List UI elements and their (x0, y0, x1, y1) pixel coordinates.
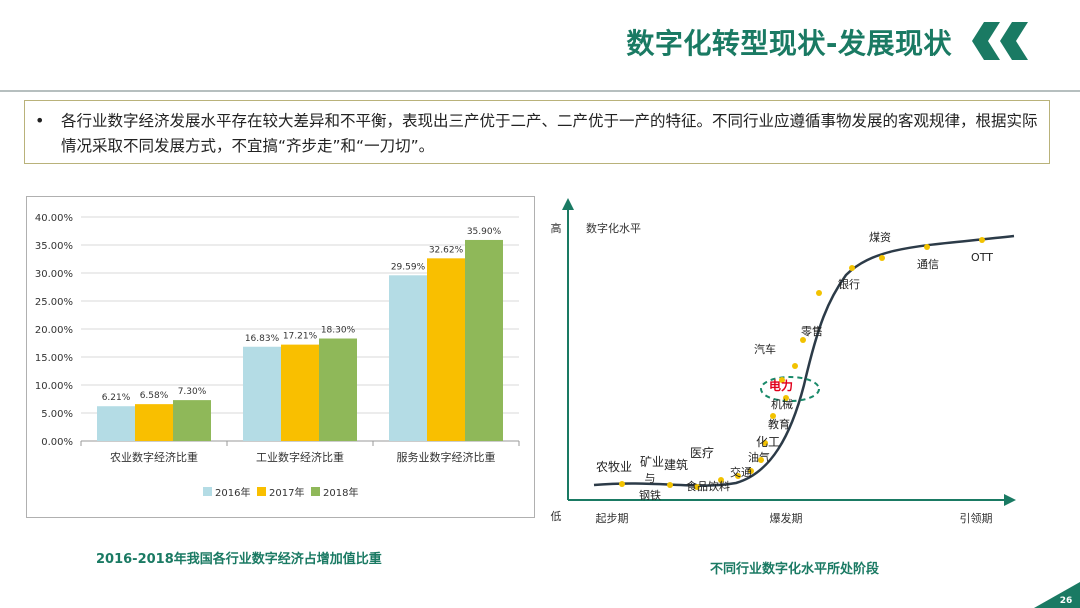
y-axis-label: 数字化水平 (586, 221, 641, 235)
industry-label: 银行 (838, 277, 860, 291)
industry-label: 化工 (756, 435, 780, 449)
data-label: 7.30% (178, 387, 207, 397)
y-tick-label: 30.00% (35, 269, 73, 280)
data-label: 29.59% (391, 262, 426, 272)
data-label: 6.58% (140, 391, 169, 401)
highlight-ellipse (760, 376, 820, 402)
legend-swatch (257, 487, 266, 496)
data-label: 16.83% (245, 334, 280, 344)
bar-chart-frame: 0.00% 5.00% 10.00% 15.00% 20.00% 25.00% 30.00%… (26, 196, 535, 518)
y-tick-label: 10.00% (35, 381, 73, 392)
data-label: 35.90% (467, 227, 502, 237)
curve-point (979, 237, 985, 243)
industry-label: 通信 (917, 258, 939, 271)
curve-point (667, 482, 673, 488)
bar-2017年-1 (281, 344, 319, 441)
legend-swatch (203, 487, 212, 496)
curve-point (748, 468, 754, 474)
y-tick-label: 25.00% (35, 297, 73, 308)
page-number: 26 (1060, 596, 1073, 606)
industry-label: 零售 (801, 324, 823, 338)
y-tick-label: 20.00% (35, 325, 73, 336)
y-tick-label: 40.00% (35, 213, 73, 224)
curve-point (619, 481, 625, 487)
industry-label: 教育 (768, 417, 790, 431)
y-tick-label: 5.00% (41, 409, 73, 420)
page-title: 数字化转型现状-发展现状 (626, 27, 952, 60)
bar-chart-caption: 2016-2018年我国各行业数字经济占增加值比重 (96, 552, 382, 567)
curve-point (924, 244, 930, 250)
industry-label: 汽车 (754, 342, 776, 356)
bar-chart: 0.00% 5.00% 10.00% 15.00% 20.00% 25.00% 30.00%… (35, 213, 520, 499)
curve-point (694, 484, 700, 490)
curve-point (718, 477, 724, 483)
bar-2016年-0 (97, 406, 135, 441)
legend-label: 2018年 (323, 486, 358, 499)
curve-point (735, 473, 741, 479)
legend-label: 2016年 (215, 486, 250, 499)
industry-label: 油气 (748, 450, 770, 464)
bullet-text: 各行业数字经济发展水平存在较大差异和不平衡，表现出三产优于二产、二产优于一产的特… (61, 112, 1038, 155)
stage-label: 起步期 (596, 512, 629, 525)
industry-label: 食品饮料 (686, 479, 730, 493)
industry-label: 煤资 (869, 231, 891, 244)
curve-point (792, 363, 798, 369)
x-tick-label: 工业数字经济比重 (256, 450, 344, 464)
data-label: 6.21% (102, 393, 131, 403)
curve-point (849, 265, 855, 271)
data-label: 32.62% (429, 245, 464, 255)
industry-label: 交通 (730, 465, 752, 479)
industry-label: 矿业 (640, 455, 664, 469)
industry-label: 建筑 (664, 457, 688, 472)
curve-point (800, 337, 806, 343)
industry-label: 农牧业 (596, 460, 632, 474)
industry-label: 医疗 (690, 446, 714, 460)
curve-point (762, 440, 768, 446)
x-axis-arrow (1004, 494, 1016, 506)
title-divider (0, 90, 1080, 92)
adoption-curve (593, 234, 1015, 487)
stage-label: 爆发期 (770, 511, 803, 525)
industry-label: 钢铁 (639, 489, 661, 502)
curve-point (816, 290, 822, 296)
s-curve-caption: 不同行业数字化水平所处阶段 (710, 562, 880, 577)
legend-swatch (311, 487, 320, 496)
y-low-label: 低 (551, 510, 562, 523)
page-number-badge: 26 (1034, 582, 1080, 608)
bullet-box: • 各行业数字经济发展水平存在较大差异和不平衡，表现出三产优于二产、二产优于一产… (24, 100, 1050, 164)
bar-2018年-2 (465, 239, 503, 441)
curve-point (758, 457, 764, 463)
chevron-left-icon (972, 22, 1028, 60)
bar-2018年-0 (173, 400, 211, 441)
stage-label: 引领期 (960, 511, 993, 525)
industry-label: OTT (971, 251, 993, 264)
bar-2017年-2 (427, 258, 465, 441)
y-axis-arrow (562, 198, 574, 210)
x-tick-label: 服务业数字经济比重 (397, 450, 496, 464)
bar-2017年-0 (135, 404, 173, 441)
bar-2018年-1 (319, 338, 357, 441)
x-tick-label: 农业数字经济比重 (110, 450, 198, 464)
legend-label: 2017年 (269, 486, 304, 499)
data-label: 17.21% (283, 332, 318, 342)
curve-point (879, 255, 885, 261)
y-tick-label: 35.00% (35, 241, 73, 252)
data-label: 18.30% (321, 326, 356, 336)
curve-point (779, 377, 785, 383)
industry-label: 电力 (769, 378, 793, 393)
curve-point (783, 395, 789, 401)
curve-point (770, 413, 776, 419)
bullet-marker: • (35, 111, 45, 130)
bar-2016年-2 (389, 275, 427, 441)
bar-2016年-1 (243, 346, 281, 441)
industry-label: 机械 (771, 397, 793, 411)
y-tick-label: 15.00% (35, 353, 73, 364)
industry-label: 与 (645, 472, 656, 485)
y-tick-label: 0.00% (41, 437, 73, 448)
y-high-label: 高 (551, 221, 562, 235)
